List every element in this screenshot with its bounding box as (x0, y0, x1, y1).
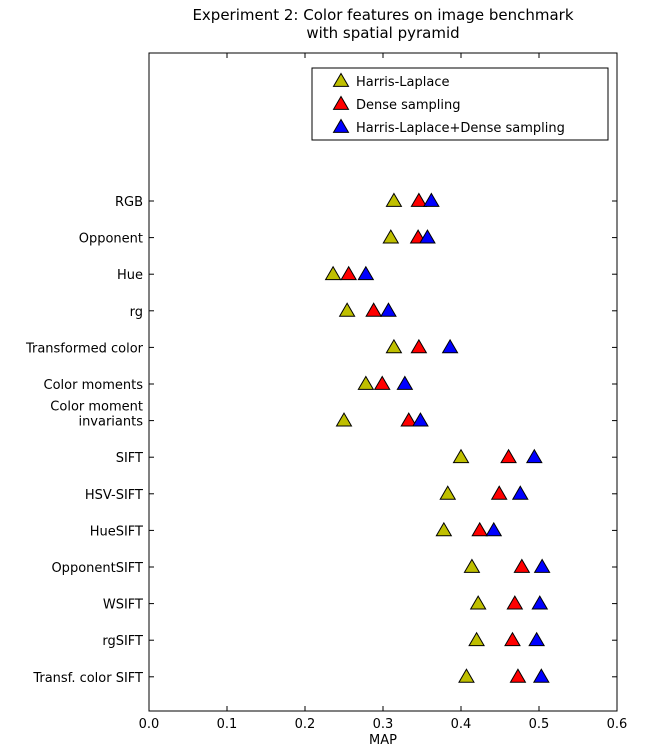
legend-marker (332, 72, 350, 87)
data-point (335, 412, 353, 427)
data-point (533, 558, 551, 573)
data-point (382, 229, 400, 244)
chart-title-line: Experiment 2: Color features on image be… (192, 6, 573, 24)
data-point (471, 521, 489, 537)
y-tick-label: WSIFT (103, 598, 143, 613)
y-tick-label: RGB (115, 195, 143, 210)
data-point (419, 229, 436, 244)
legend-box (311, 67, 609, 141)
data-point (469, 595, 487, 610)
data-point (528, 631, 546, 647)
data-point (513, 558, 531, 573)
data-point (500, 448, 517, 464)
x-tick-label: 0.0 (139, 717, 160, 732)
x-tick-label: 0.4 (451, 717, 472, 732)
data-point (412, 412, 429, 427)
x-axis: 0.0 0.1 0.2 0.3 0.4 0.5 0.6 (139, 53, 628, 732)
data-point (435, 521, 453, 537)
x-tick-label: 0.3 (373, 717, 394, 732)
y-tick-label: Color moment (50, 400, 143, 415)
data-point (385, 338, 403, 354)
legend-label: Dense sampling (356, 98, 461, 113)
data-point (410, 338, 428, 354)
y-tick-label: HSV-SIFT (85, 488, 143, 503)
x-tick-label: 0.6 (607, 717, 628, 732)
data-point (458, 668, 475, 683)
data-point (340, 265, 358, 281)
data-point (531, 595, 549, 610)
y-tick-label: SIFT (116, 451, 143, 466)
data-point (365, 302, 383, 317)
data-point (468, 631, 485, 647)
data-point (422, 192, 440, 207)
data-point (439, 485, 457, 500)
data-point (504, 631, 521, 647)
data-point (357, 375, 375, 390)
legend-label: Harris-Laplace (356, 75, 449, 90)
y-tick-label: Hue (117, 268, 143, 283)
data-point (410, 192, 428, 207)
data-point (357, 265, 375, 281)
chart-title-line: with spatial pyramid (306, 24, 459, 42)
data-point (463, 558, 481, 573)
data-point (490, 485, 508, 500)
y-tick-label: invariants (78, 415, 143, 430)
data-point (400, 412, 418, 427)
chart-title: Experiment 2: Color features on image be… (192, 6, 573, 42)
data-point (452, 448, 470, 464)
data-point (485, 521, 503, 537)
y-tick-label: HueSIFT (90, 524, 143, 539)
data-point (506, 595, 524, 610)
data-point (532, 668, 550, 683)
data-point (324, 265, 342, 281)
x-tick-label: 0.2 (295, 717, 316, 732)
y-tick-label: rgSIFT (102, 634, 143, 649)
data-point (396, 375, 414, 390)
legend-label: Harris-Laplace+Dense sampling (356, 121, 565, 136)
y-tick-label: Opponent (79, 232, 143, 247)
y-tick-label: Color moments (44, 378, 144, 393)
y-tick-label: Transf. color SIFT (32, 671, 143, 686)
data-point (373, 375, 391, 390)
data-point (441, 338, 459, 354)
legend-marker (332, 95, 350, 110)
legend-marker (332, 118, 350, 133)
x-axis-label: MAP (369, 733, 397, 748)
data-point (380, 302, 397, 317)
data-point (509, 668, 527, 683)
legend: Harris-Laplace Dense sampling Harris-Lapla… (311, 67, 609, 141)
x-tick-label: 0.1 (217, 717, 238, 732)
data-point (338, 302, 356, 317)
data-point (511, 485, 529, 500)
y-tick-label: rg (130, 305, 143, 320)
data-point (525, 448, 543, 464)
data-point (385, 192, 403, 207)
data-points (324, 192, 551, 683)
x-tick-label: 0.5 (529, 717, 550, 732)
y-tick-label: OpponentSIFT (51, 561, 143, 576)
y-tick-label: Transformed color (25, 341, 144, 356)
y-axis: RGB Opponent Hue rg Transformed color Color m… (25, 195, 617, 686)
